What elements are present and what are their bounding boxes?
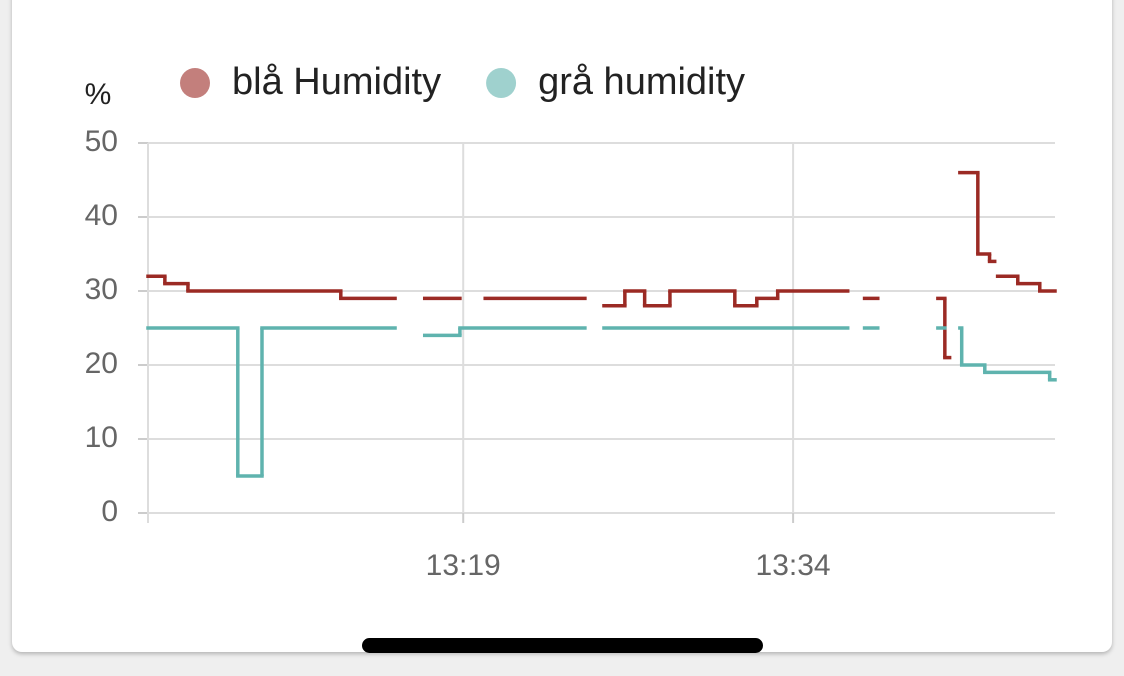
legend-marker	[180, 68, 210, 98]
y-tick-label: 10	[85, 421, 118, 454]
y-axis-label: %	[85, 78, 112, 111]
y-tick-label: 30	[85, 273, 118, 306]
y-tick-label: 0	[101, 495, 118, 528]
legend-marker	[486, 68, 517, 98]
y-tick-label: 20	[85, 347, 118, 380]
x-tick-label: 13:34	[756, 549, 831, 582]
legend-label: grå humidity	[538, 61, 745, 103]
y-tick-label: 50	[85, 125, 118, 158]
legend-label: blå Humidity	[232, 61, 441, 103]
home-indicator	[362, 638, 763, 653]
y-tick-label: 40	[85, 199, 118, 232]
x-tick-label: 13:19	[426, 549, 501, 582]
card	[12, 0, 1112, 652]
